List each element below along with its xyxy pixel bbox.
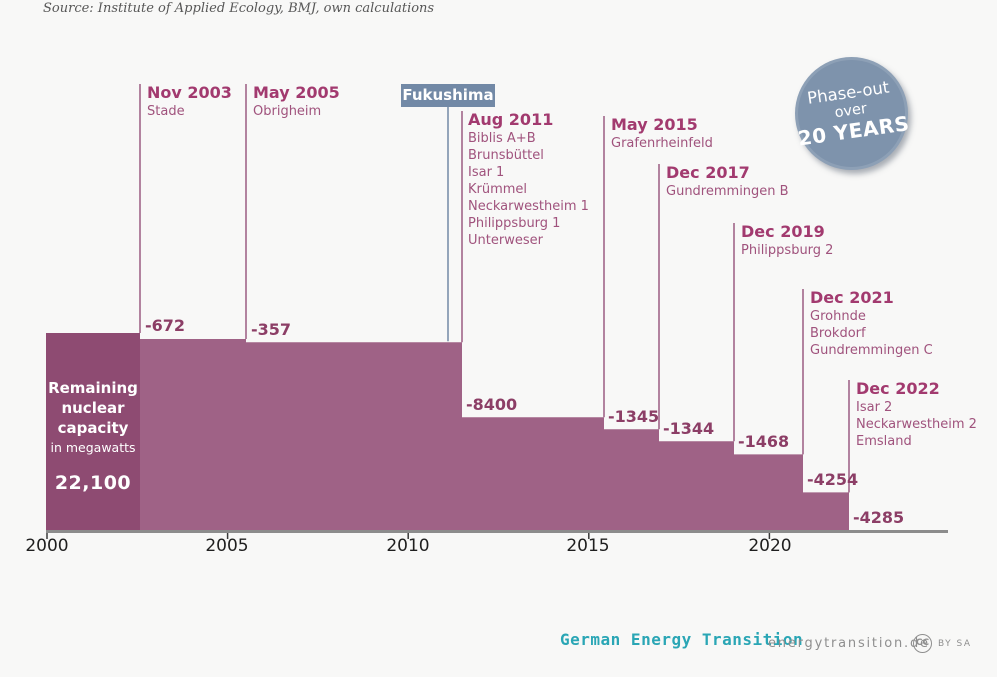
event-dec-2022: Dec 2022 Isar 2 Neckarwestheim 2 Emsland [856, 380, 977, 450]
event-may-2005: May 2005 Obrigheim [253, 84, 340, 120]
event-date: Dec 2017 [666, 163, 750, 182]
delta-label: -4254 [807, 470, 859, 489]
event-may-2015: May 2015 Grafenrheinfeld [611, 116, 713, 152]
remaining-capacity-unit: in megawatts [50, 440, 136, 455]
x-tick-2000: 2000 [25, 536, 69, 556]
event-plants: Isar 2 Neckarwestheim 2 Emsland [856, 400, 977, 449]
delta-label: -4285 [853, 508, 905, 527]
remaining-capacity-title: Remaining nuclear capacity [48, 379, 138, 437]
event-date: Aug 2011 [468, 110, 554, 129]
event-plants: Stade [147, 104, 185, 119]
remaining-capacity-value: 22,100 [54, 472, 132, 494]
event-date: Dec 2022 [856, 379, 940, 398]
x-tick-2015: 2015 [566, 536, 610, 556]
event-date: May 2005 [253, 83, 340, 102]
event-nov-2003: Nov 2003 Stade [147, 84, 232, 120]
cc-license-label: BY SA [938, 639, 972, 649]
event-plants: Gundremmingen B [666, 184, 789, 199]
x-tick-2005: 2005 [205, 536, 249, 556]
event-date: Nov 2003 [147, 83, 232, 102]
x-tick-2020: 2020 [748, 536, 792, 556]
phase-out-badge-text: Phase-out over 20 YEARS [796, 77, 912, 151]
website-url[interactable]: energytransition.de [768, 636, 930, 651]
event-date: Dec 2021 [810, 288, 894, 307]
german-energy-transition-logo: German Energy Transition [560, 630, 804, 649]
remaining-capacity-label: Remaining nuclear capacity in megawatts … [46, 378, 140, 494]
event-dec-2017: Dec 2017 Gundremmingen B [666, 164, 789, 200]
delta-label: -672 [145, 316, 186, 335]
event-plants: Philippsburg 2 [741, 243, 834, 258]
delta-label: -1468 [738, 432, 790, 451]
event-date: Dec 2019 [741, 222, 825, 241]
event-plants: Biblis A+B Brunsbüttel Isar 1 Krümmel Ne… [468, 131, 589, 248]
event-dec-2019: Dec 2019 Philippsburg 2 [741, 223, 833, 259]
fukushima-annotation: Fukushima [401, 84, 495, 107]
event-plants: Grafenrheinfeld [611, 136, 713, 151]
delta-label: -8400 [466, 395, 518, 414]
event-dec-2021: Dec 2021 Grohnde Brokdorf Gundremmingen … [810, 289, 933, 359]
event-plants: Obrigheim [253, 104, 322, 119]
source-note: Source: Institute of Applied Ecology, BM… [43, 1, 435, 16]
event-date: May 2015 [611, 115, 698, 134]
event-aug-2011: Aug 2011 Biblis A+B Brunsbüttel Isar 1 K… [468, 111, 589, 249]
creative-commons-icon[interactable]: CC [913, 634, 932, 653]
x-tick-2010: 2010 [386, 536, 430, 556]
delta-label: -1345 [608, 407, 660, 426]
delta-label: -1344 [663, 419, 715, 438]
phase-out-badge: Phase-out over 20 YEARS [795, 57, 912, 170]
delta-label: -357 [251, 320, 292, 339]
event-plants: Grohnde Brokdorf Gundremmingen C [810, 309, 933, 358]
